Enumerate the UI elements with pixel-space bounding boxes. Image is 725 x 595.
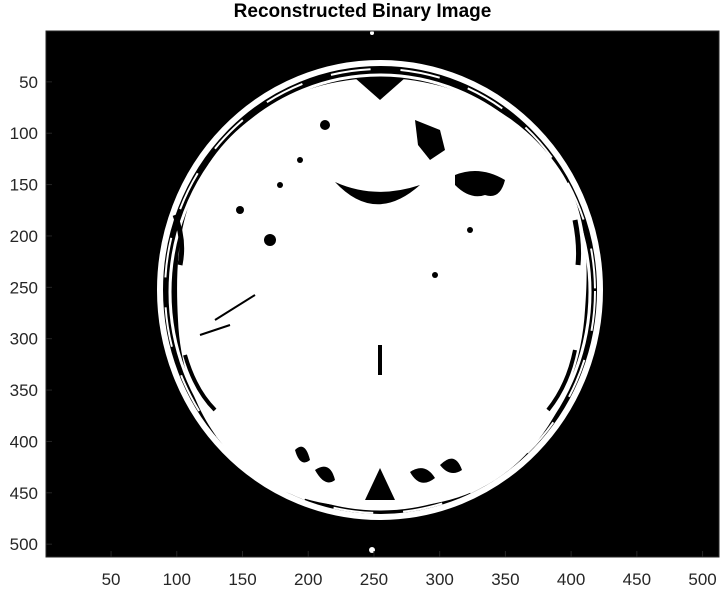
frontal-arc <box>335 182 420 205</box>
y-tick-label: 500 <box>10 535 38 554</box>
figure-title: Reconstructed Binary Image <box>233 1 492 22</box>
occipital-dark <box>410 468 435 483</box>
dark-spot <box>320 120 330 130</box>
y-tick-label: 300 <box>10 330 38 349</box>
occipital-dark <box>315 466 335 483</box>
bright-dot <box>370 31 374 35</box>
x-tick-label: 50 <box>102 570 121 589</box>
x-tick-label: 350 <box>491 570 519 589</box>
occipital-dark <box>440 458 462 474</box>
dark-spot <box>264 234 276 246</box>
x-tick-label: 250 <box>360 570 388 589</box>
x-tick-label: 450 <box>623 570 651 589</box>
scalp-band <box>164 68 596 514</box>
upper-right-cluster <box>415 120 445 160</box>
dark-spot <box>432 272 438 278</box>
skull-outer-ring <box>157 60 603 520</box>
right-dark-cluster <box>455 171 505 197</box>
brain-tissue <box>177 78 587 508</box>
y-tick-label: 100 <box>10 124 38 143</box>
right-lateral-gap <box>572 219 582 266</box>
y-tick-label: 450 <box>10 484 38 503</box>
x-tick-label: 200 <box>294 570 322 589</box>
dark-spot <box>467 227 473 233</box>
occipital-dark <box>295 446 310 463</box>
x-tick-label: 400 <box>557 570 585 589</box>
x-tick-label: 100 <box>163 570 191 589</box>
y-tick-label: 350 <box>10 381 38 400</box>
y-tick-label: 400 <box>10 432 38 451</box>
skull-inner-ring <box>168 73 592 511</box>
left-lesion-line <box>214 294 256 321</box>
dark-spot <box>277 182 283 188</box>
right-lower-gap <box>546 349 577 412</box>
y-tick-label: 150 <box>10 176 38 195</box>
y-tick-label: 250 <box>10 278 38 297</box>
x-tick-label: 150 <box>228 570 256 589</box>
axes-box <box>45 30 720 558</box>
dark-spot <box>236 206 244 214</box>
brain-image <box>157 31 603 553</box>
left-lateral-gap <box>172 214 185 266</box>
y-tick-label: 50 <box>19 73 38 92</box>
dark-spot <box>297 157 303 163</box>
occipital-dark <box>365 468 395 500</box>
frontal-notch <box>355 78 405 100</box>
left-lower-gap <box>183 354 217 412</box>
x-axis-ticks: 50 100 150 200 250 300 350 400 450 500 <box>102 551 717 589</box>
y-axis-ticks: 50 100 150 200 250 300 350 400 450 500 <box>10 73 52 554</box>
x-tick-label: 300 <box>425 570 453 589</box>
x-tick-label: 500 <box>688 570 716 589</box>
left-lesion-line <box>199 324 231 336</box>
y-tick-label: 200 <box>10 227 38 246</box>
